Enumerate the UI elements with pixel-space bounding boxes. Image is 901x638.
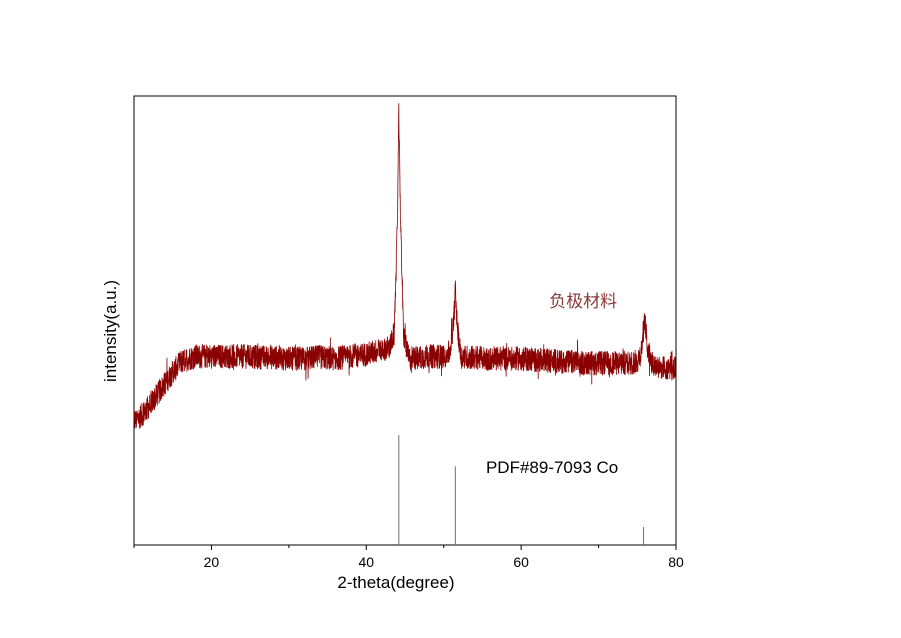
x-tick-label: 20	[204, 554, 220, 570]
x-axis-tick-labels: 20 40 60 80	[204, 554, 684, 570]
x-tick-label: 80	[668, 554, 684, 570]
x-axis-ticks	[133, 545, 677, 550]
x-tick-label: 40	[358, 554, 374, 570]
annotation-pdf-label: PDF#89-7093 Co	[486, 458, 618, 477]
plot-frame	[133, 95, 677, 546]
x-axis-title: 2-theta(degree)	[337, 573, 454, 592]
annotation-sample-label: 负极材料	[549, 292, 617, 312]
series-pdf-sticks	[398, 435, 644, 545]
y-axis-title: intensity(a.u.)	[101, 280, 120, 382]
x-tick-label: 60	[513, 554, 529, 570]
series-pattern-line	[133, 103, 677, 429]
